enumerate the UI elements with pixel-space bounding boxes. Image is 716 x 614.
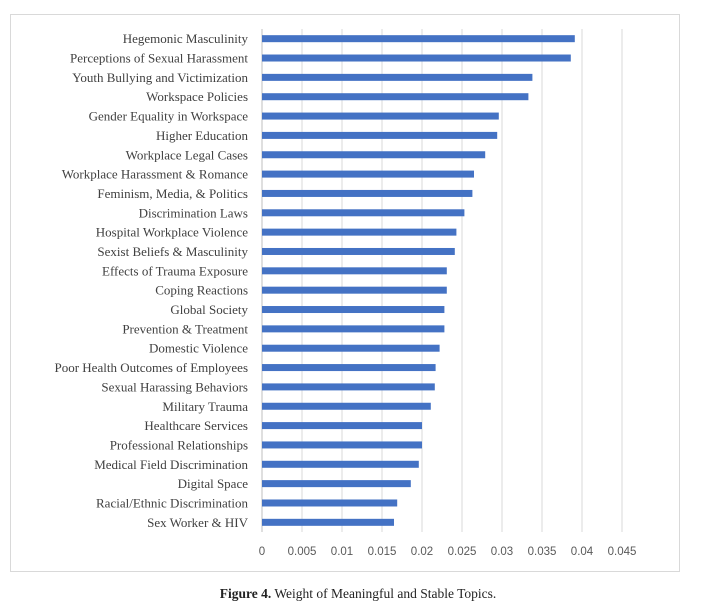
category-label: Feminism, Media, & Politics bbox=[97, 186, 248, 201]
grid-lines bbox=[261, 29, 623, 532]
category-label: Workplace Legal Cases bbox=[126, 147, 248, 162]
bar bbox=[262, 286, 447, 294]
category-label: Perceptions of Sexual Harassment bbox=[70, 51, 248, 66]
category-label: Sexist Beliefs & Masculinity bbox=[97, 244, 248, 259]
category-label: Youth Bullying and Victimization bbox=[72, 70, 248, 85]
category-label: Discrimination Laws bbox=[139, 205, 248, 220]
bar bbox=[262, 422, 422, 430]
caption-text: Weight of Meaningful and Stable Topics. bbox=[271, 586, 497, 601]
category-label: Higher Education bbox=[156, 128, 249, 143]
bar bbox=[262, 325, 445, 333]
figure-caption: Figure 4. Weight of Meaningful and Stabl… bbox=[0, 586, 716, 602]
x-axis-tick-labels: 0 0.005 0.01 0.015 0.02 0.025 0.03 0.035 0.04 0.0… bbox=[259, 546, 637, 558]
bar bbox=[262, 460, 419, 468]
category-label: Workspace Policies bbox=[146, 89, 248, 104]
bar bbox=[262, 499, 398, 507]
category-label: Hegemonic Masculinity bbox=[123, 31, 249, 46]
bar bbox=[262, 247, 455, 255]
category-label: Professional Relationships bbox=[110, 437, 248, 452]
bar bbox=[262, 170, 474, 178]
x-tick-label: 0.01 bbox=[331, 546, 353, 558]
x-tick-label: 0.04 bbox=[571, 546, 594, 558]
bars bbox=[262, 35, 575, 526]
bar bbox=[262, 402, 431, 410]
x-tick-label: 0.015 bbox=[368, 546, 397, 558]
category-label: Workplace Harassment & Romance bbox=[62, 167, 249, 182]
category-label: Military Trauma bbox=[162, 399, 248, 414]
category-label: Global Society bbox=[170, 302, 248, 317]
bar bbox=[262, 267, 447, 275]
category-label: Prevention & Treatment bbox=[122, 321, 248, 336]
bar bbox=[262, 364, 436, 372]
x-tick-label: 0 bbox=[259, 546, 265, 558]
category-label: Medical Field Discrimination bbox=[94, 457, 248, 472]
bar bbox=[262, 151, 486, 159]
category-label: Coping Reactions bbox=[155, 283, 248, 298]
x-tick-label: 0.045 bbox=[608, 546, 637, 558]
bar bbox=[262, 131, 498, 139]
bar bbox=[262, 112, 499, 120]
category-label: Effects of Trauma Exposure bbox=[102, 263, 248, 278]
category-label: Domestic Violence bbox=[149, 341, 248, 356]
bar bbox=[262, 441, 422, 449]
category-labels: Hegemonic Masculinity Perceptions of Sexu… bbox=[54, 31, 248, 530]
x-tick-label: 0.02 bbox=[411, 546, 433, 558]
bar bbox=[262, 189, 473, 197]
category-label: Sexual Harassing Behaviors bbox=[101, 379, 248, 394]
category-label: Hospital Workplace Violence bbox=[96, 225, 248, 240]
category-label: Poor Health Outcomes of Employees bbox=[54, 360, 248, 375]
category-label: Gender Equality in Workspace bbox=[89, 109, 249, 124]
bar bbox=[262, 518, 394, 526]
bar bbox=[262, 209, 465, 217]
category-label: Sex Worker & HIV bbox=[147, 515, 249, 530]
category-label: Digital Space bbox=[178, 476, 249, 491]
bar bbox=[262, 228, 457, 236]
category-label: Healthcare Services bbox=[144, 418, 248, 433]
x-tick-label: 0.005 bbox=[288, 546, 317, 558]
x-tick-label: 0.03 bbox=[491, 546, 513, 558]
bar bbox=[262, 306, 445, 314]
x-tick-label: 0.035 bbox=[528, 546, 557, 558]
bar bbox=[262, 93, 529, 101]
bar bbox=[262, 383, 435, 391]
bar bbox=[262, 54, 571, 62]
x-tick-label: 0.025 bbox=[448, 546, 477, 558]
bar bbox=[262, 73, 533, 81]
category-label: Racial/Ethnic Discrimination bbox=[96, 495, 248, 510]
caption-label: Figure 4. bbox=[219, 586, 272, 601]
bar bbox=[262, 35, 575, 43]
bar bbox=[262, 480, 411, 488]
bar bbox=[262, 344, 440, 352]
